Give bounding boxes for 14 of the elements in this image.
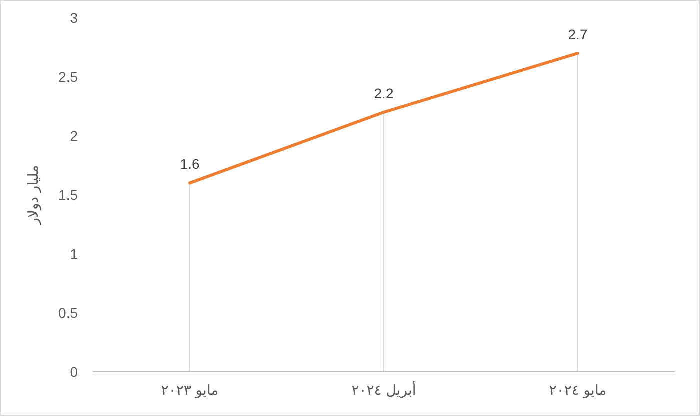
y-tick-label: 2.5 <box>58 69 78 85</box>
y-tick-label: 1 <box>70 246 78 262</box>
y-tick-label: 3 <box>70 10 78 26</box>
y-tick-label: 2 <box>70 128 78 144</box>
y-tick-label: 0.5 <box>58 305 78 321</box>
x-tick-label: مايو ٢٠٢٣ <box>161 383 219 399</box>
data-label: 1.6 <box>180 156 200 172</box>
y-tick-label: 1.5 <box>58 187 78 203</box>
data-label: 2.7 <box>568 26 588 42</box>
y-tick-label: 0 <box>70 364 78 380</box>
x-tick-label: أبريل ٢٠٢٤ <box>352 381 416 399</box>
data-label: 2.2 <box>374 85 394 102</box>
x-tick-label: مايو ٢٠٢٤ <box>549 383 607 399</box>
y-axis-title: مليار دولار <box>26 165 42 226</box>
